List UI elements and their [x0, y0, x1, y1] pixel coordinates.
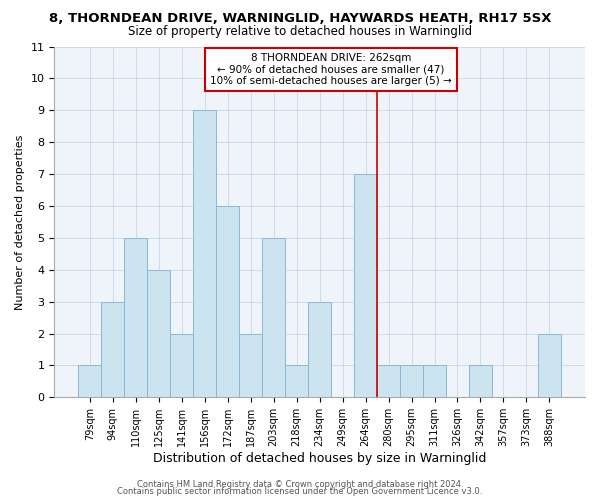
Text: Size of property relative to detached houses in Warninglid: Size of property relative to detached ho…	[128, 25, 472, 38]
X-axis label: Distribution of detached houses by size in Warninglid: Distribution of detached houses by size …	[153, 452, 487, 465]
Bar	[193, 110, 216, 398]
Bar	[148, 270, 170, 398]
Bar	[354, 174, 377, 398]
Bar	[124, 238, 148, 398]
Bar	[538, 334, 561, 398]
Bar	[285, 366, 308, 398]
Text: Contains public sector information licensed under the Open Government Licence v3: Contains public sector information licen…	[118, 487, 482, 496]
Y-axis label: Number of detached properties: Number of detached properties	[15, 134, 25, 310]
Bar	[423, 366, 446, 398]
Bar	[239, 334, 262, 398]
Bar	[79, 366, 101, 398]
Bar	[216, 206, 239, 398]
Bar	[377, 366, 400, 398]
Bar	[400, 366, 423, 398]
Text: 8 THORNDEAN DRIVE: 262sqm
← 90% of detached houses are smaller (47)
10% of semi-: 8 THORNDEAN DRIVE: 262sqm ← 90% of detac…	[210, 53, 452, 86]
Text: Contains HM Land Registry data © Crown copyright and database right 2024.: Contains HM Land Registry data © Crown c…	[137, 480, 463, 489]
Bar	[101, 302, 124, 398]
Bar	[262, 238, 285, 398]
Bar	[308, 302, 331, 398]
Bar	[469, 366, 492, 398]
Text: 8, THORNDEAN DRIVE, WARNINGLID, HAYWARDS HEATH, RH17 5SX: 8, THORNDEAN DRIVE, WARNINGLID, HAYWARDS…	[49, 12, 551, 26]
Bar	[170, 334, 193, 398]
